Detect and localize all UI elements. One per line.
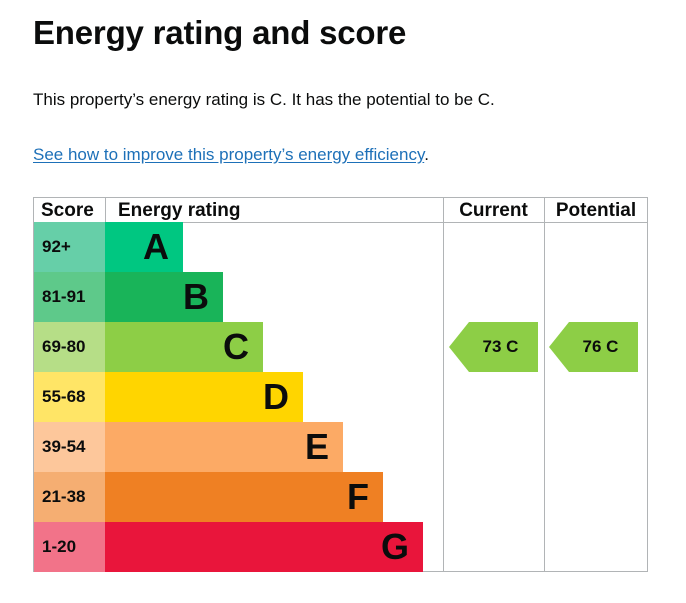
current-rating-marker-label: 73 C [482,337,519,356]
potential-column-divider [544,198,545,571]
improve-link-line: See how to improve this property’s energ… [33,145,429,165]
band-bar-e: E [105,422,343,472]
band-letter-e: E [304,426,329,467]
band-letter-c: C [223,326,249,367]
band-score-b: 81-91 [34,272,105,322]
band-score-e: 39-54 [34,422,105,472]
page-title: Energy rating and score [33,14,407,51]
band-score-d: 55-68 [34,372,105,422]
score-column-header: Score [41,200,94,221]
band-bar-a: A [105,222,183,272]
band-bar-b: B [105,272,223,322]
band-bar-c: C [105,322,263,372]
header-column-divider [105,198,106,222]
potential-rating-marker-label: 76 C [582,337,619,356]
energy-rating-column-header: Energy rating [118,200,241,221]
band-letter-d: D [263,376,289,417]
band-letter-a: A [143,226,169,267]
band-score-g: 1-20 [34,522,105,572]
band-score-c: 69-80 [34,322,105,372]
band-bar-f: F [105,472,383,522]
link-suffix: . [424,145,429,164]
band-letter-f: F [347,476,369,517]
current-rating-marker: 73 C [449,322,538,372]
rating-summary: This property’s energy rating is C. It h… [33,90,495,109]
band-bar-d: D [105,372,303,422]
potential-column-header: Potential [555,200,637,221]
band-letter-g: G [380,526,409,567]
band-score-f: 21-38 [34,472,105,522]
current-column-divider [443,198,444,571]
energy-rating-chart: Score Energy rating Current Potential 92… [33,197,648,572]
band-letter-b: B [183,276,209,317]
header-divider [34,222,647,223]
current-column-header: Current [459,200,528,221]
potential-rating-marker: 76 C [549,322,638,372]
improve-efficiency-link[interactable]: See how to improve this property’s energ… [33,145,425,164]
band-score-a: 92+ [34,222,105,272]
band-bar-g: G [105,522,423,572]
